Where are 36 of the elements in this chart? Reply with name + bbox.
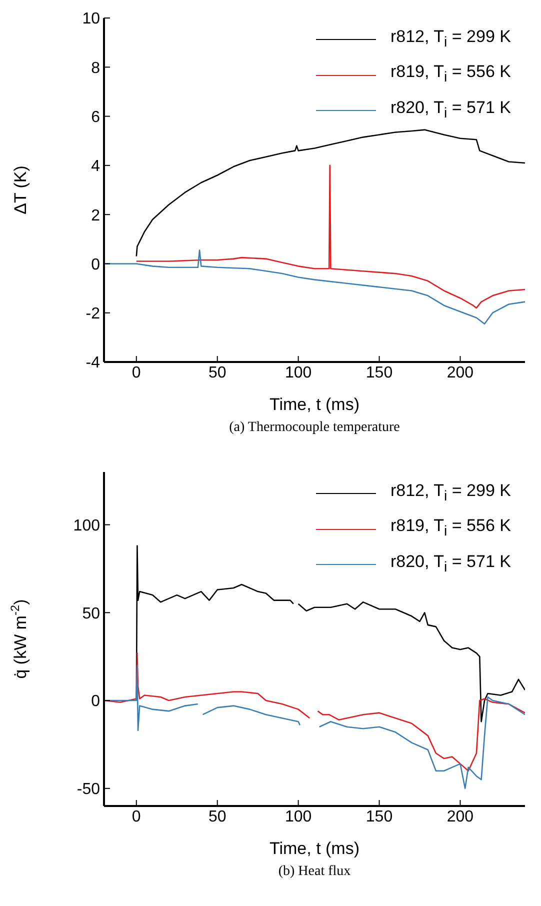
- x-tick-label: 150: [366, 364, 393, 382]
- y-tick-label: 6: [91, 108, 100, 126]
- legend-label: r820, T$_{i}$ = 571 K: [390, 550, 511, 578]
- x-tick-label: 50: [208, 808, 226, 826]
- y-tick-label: 100: [73, 517, 100, 534]
- legend-label: r819, T$_{i}$ = 556 K: [390, 515, 511, 542]
- x-tick-label: 100: [284, 364, 312, 382]
- y-axis-title: ΔT (K): [11, 166, 30, 214]
- y-tick-label: 8: [91, 60, 100, 77]
- y-tick-label: -4: [86, 354, 100, 372]
- x-tick-label: 200: [446, 364, 474, 382]
- legend-label: r812, T$_{i}$ = 299 K: [390, 480, 511, 506]
- y-tick-label: 2: [91, 207, 100, 224]
- x-tick-label: 0: [132, 808, 141, 826]
- y-tick-label: 10: [82, 10, 100, 28]
- y-tick-label: 50: [82, 605, 100, 622]
- legend-label: r820, T$_{i}$ = 571 K: [390, 96, 511, 124]
- y-tick-label: -50: [76, 781, 100, 798]
- legend-label: r812, T$_{i}$ = 299 K: [390, 26, 511, 52]
- line-series: [136, 164, 525, 309]
- line-series: [104, 250, 525, 325]
- x-tick-label: 200: [446, 808, 474, 826]
- legend-label: r819, T$_{i}$ = 556 K: [390, 61, 511, 88]
- x-tick-label: 0: [132, 364, 141, 382]
- y-tick-label: 0: [91, 256, 100, 274]
- x-axis-title: Time, t (ms): [269, 839, 360, 858]
- y-tick-label: -2: [86, 306, 100, 323]
- x-tick-label: 100: [284, 808, 312, 826]
- x-tick-label: 150: [366, 808, 393, 826]
- text: (a) Thermocouple temperature: [228, 420, 401, 436]
- y-tick-label: 0: [91, 693, 100, 710]
- line-series: [136, 129, 525, 257]
- y-tick-label: 4: [91, 158, 100, 176]
- x-axis-title: Time, t (ms): [269, 395, 360, 414]
- x-tick-label: 50: [208, 364, 226, 382]
- text: (b) Heat flux: [277, 864, 352, 880]
